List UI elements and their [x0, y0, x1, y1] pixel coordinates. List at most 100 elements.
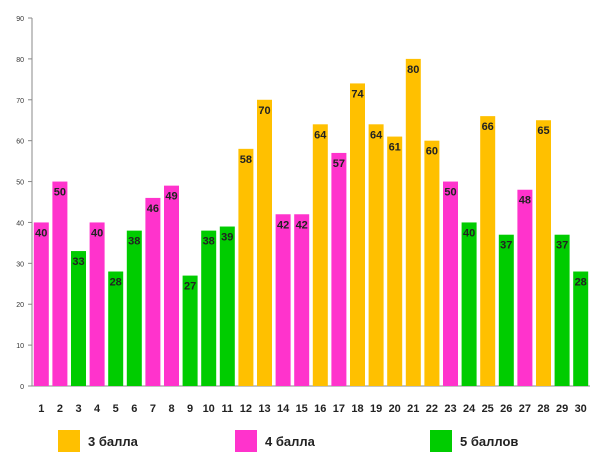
x-tick-label: 28	[537, 403, 549, 415]
bar	[573, 271, 589, 386]
legend-item-5: 5 баллов	[430, 430, 518, 452]
data-label: 57	[333, 158, 345, 170]
data-label: 46	[147, 203, 159, 215]
data-label: 64	[314, 129, 327, 141]
bar	[331, 152, 347, 386]
data-label: 38	[128, 236, 140, 248]
x-tick-label: 11	[221, 403, 233, 415]
bar	[387, 136, 403, 386]
bar	[554, 234, 570, 386]
y-tick-label: 20	[16, 302, 24, 309]
y-tick-label: 30	[16, 261, 24, 268]
bar	[424, 140, 440, 386]
bar	[182, 275, 198, 386]
x-tick-label: 15	[296, 403, 308, 415]
x-tick-label: 9	[187, 403, 193, 415]
data-label: 61	[389, 142, 401, 154]
bar	[480, 116, 496, 386]
legend-item-3: 3 балла	[58, 430, 138, 452]
x-tick-label: 25	[482, 403, 494, 415]
legend-swatch-3	[58, 430, 80, 452]
data-label: 28	[110, 277, 122, 289]
x-tick-label: 14	[277, 403, 290, 415]
x-tick-label: 1	[38, 403, 44, 415]
x-tick-label: 27	[519, 403, 531, 415]
bar	[275, 214, 291, 386]
x-tick-label: 18	[351, 403, 363, 415]
data-label: 50	[444, 187, 456, 199]
y-tick-label: 10	[16, 343, 24, 350]
x-tick-label: 3	[75, 403, 81, 415]
legend-label-5: 5 баллов	[460, 433, 519, 449]
data-label: 42	[296, 219, 308, 231]
bar	[443, 181, 458, 386]
data-label: 37	[556, 240, 568, 252]
x-tick-label: 24	[463, 403, 476, 415]
bar	[33, 222, 49, 386]
data-label: 64	[370, 129, 383, 141]
x-tick-label: 23	[444, 403, 456, 415]
legend-swatch-5	[430, 430, 452, 452]
x-tick-label: 16	[314, 403, 326, 415]
data-label: 66	[482, 121, 494, 133]
bar	[461, 222, 477, 386]
data-label: 65	[537, 125, 549, 137]
data-label: 39	[221, 232, 233, 244]
x-tick-label: 6	[131, 403, 137, 415]
y-tick-label: 60	[16, 139, 24, 146]
data-label: 40	[91, 227, 103, 239]
legend-label-4: 4 балла	[265, 433, 315, 449]
data-label: 38	[203, 236, 215, 248]
x-tick-label: 22	[426, 403, 438, 415]
x-tick-label: 2	[57, 403, 63, 415]
x-tick-label: 7	[150, 403, 156, 415]
bar	[164, 185, 179, 386]
bar	[71, 251, 86, 386]
data-label: 40	[35, 227, 47, 239]
x-tick-label: 13	[258, 403, 270, 415]
legend-item-4: 4 балла	[235, 430, 315, 452]
bar	[498, 234, 514, 386]
y-tick-label: 0	[20, 384, 24, 391]
x-tick-label: 4	[94, 403, 101, 415]
x-tick-label: 30	[575, 403, 587, 415]
y-tick-label: 40	[16, 220, 24, 227]
bar	[405, 58, 421, 387]
bar	[126, 230, 142, 386]
data-label: 50	[54, 187, 66, 199]
bar	[312, 124, 328, 387]
bar	[257, 99, 272, 387]
y-tick-label: 50	[16, 180, 24, 187]
y-tick-label: 80	[16, 57, 24, 64]
data-label: 60	[426, 146, 438, 158]
data-label: 28	[575, 277, 587, 289]
data-label: 37	[500, 240, 512, 252]
x-tick-label: 29	[556, 403, 568, 415]
bar	[368, 124, 384, 387]
x-tick-label: 21	[407, 403, 419, 415]
bar	[238, 148, 254, 386]
bar	[294, 214, 310, 386]
x-tick-label: 8	[168, 403, 174, 415]
data-label: 33	[72, 256, 84, 268]
x-tick-label: 5	[113, 403, 119, 415]
data-label: 74	[351, 88, 364, 100]
x-tick-label: 17	[333, 403, 345, 415]
bar	[536, 120, 551, 386]
bar	[219, 226, 235, 386]
data-label: 58	[240, 154, 252, 166]
x-tick-label: 20	[389, 403, 401, 415]
x-tick-label: 12	[240, 403, 252, 415]
x-tick-label: 26	[500, 403, 512, 415]
y-tick-label: 90	[16, 16, 24, 23]
bar	[145, 197, 161, 386]
data-label: 80	[407, 64, 419, 76]
data-label: 27	[184, 281, 196, 293]
legend-label-3: 3 балла	[88, 433, 138, 449]
data-label: 42	[277, 219, 289, 231]
data-label: 70	[258, 105, 270, 117]
data-label: 40	[463, 227, 475, 239]
legend-swatch-4	[235, 430, 257, 452]
data-label: 49	[165, 191, 177, 203]
